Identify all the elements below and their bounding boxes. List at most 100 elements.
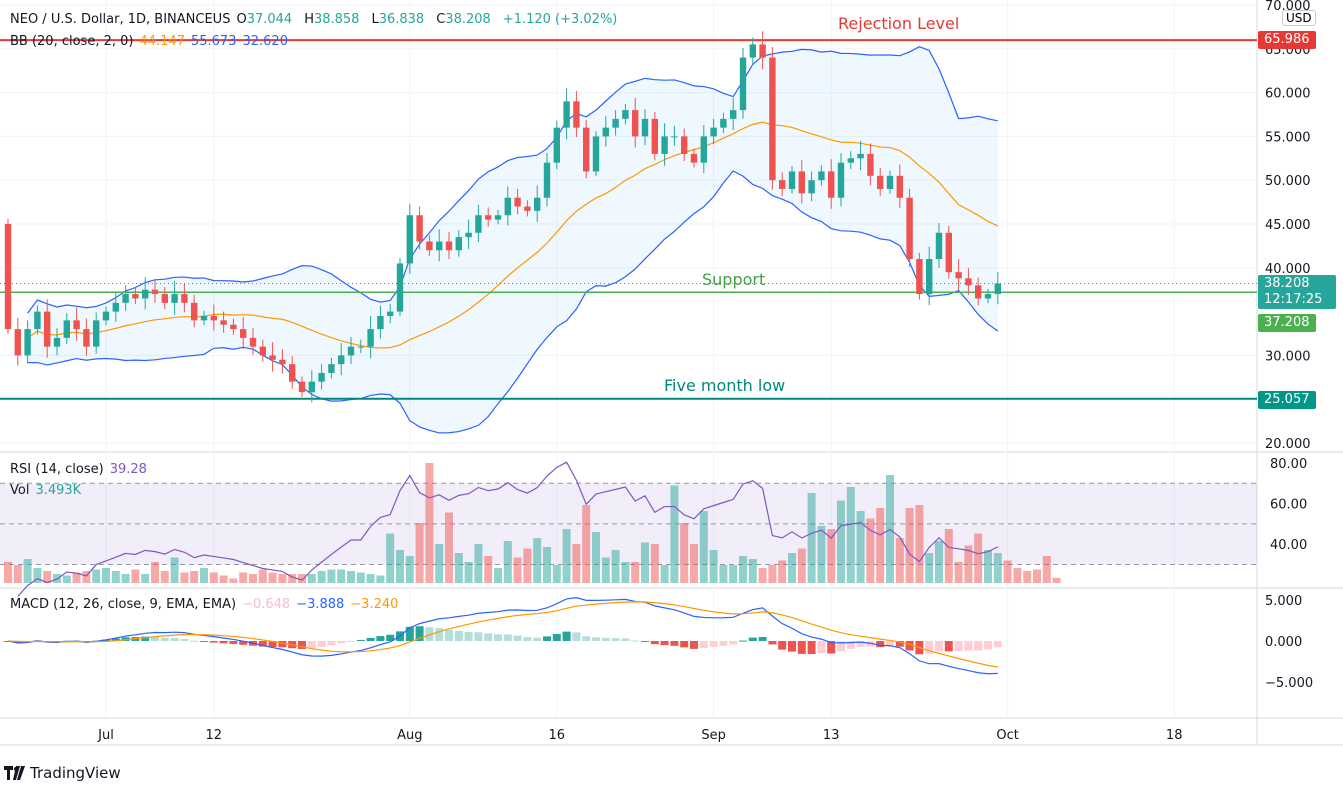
- macd-histogram-bar: [729, 641, 738, 645]
- candle-body: [749, 44, 756, 58]
- volume-bar: [562, 529, 571, 583]
- macd-histogram-bar: [523, 637, 532, 641]
- bar-countdown: 12:17:25: [1264, 292, 1323, 307]
- candle-body: [259, 346, 266, 356]
- macd-histogram-bar: [258, 641, 267, 647]
- macd-histogram-bar: [239, 641, 248, 645]
- candle-body: [769, 57, 776, 181]
- macd-histogram-bar: [699, 641, 708, 649]
- candle-body: [151, 289, 159, 295]
- volume-bar: [13, 565, 22, 583]
- x-tick-label: Oct: [996, 728, 1018, 743]
- macd-histogram-bar: [768, 641, 777, 645]
- macd-histogram-bar: [376, 636, 385, 641]
- volume-bar: [699, 511, 708, 583]
- macd-histogram-bar: [670, 641, 679, 646]
- currency-button[interactable]: USD: [1282, 10, 1316, 26]
- macd-histogram-bar: [788, 641, 796, 652]
- volume-bar: [709, 550, 718, 583]
- macd-histogram-bar: [562, 631, 571, 641]
- rsi-line: [17, 461, 999, 597]
- volume-bar: [219, 575, 228, 583]
- macd-histogram-bar: [209, 641, 218, 643]
- change-value: +1.120 (+3.02%): [502, 12, 618, 27]
- tradingview-logo[interactable]: TradingView: [4, 764, 121, 782]
- volume-bar: [1033, 569, 1041, 583]
- candle-body: [34, 311, 41, 330]
- macd-histogram-bar: [905, 641, 914, 651]
- candle-body: [720, 118, 727, 128]
- macd-histogram-bar: [513, 635, 522, 641]
- volume-bar: [454, 553, 463, 583]
- volume-bar: [4, 562, 12, 583]
- volume-bar: [33, 568, 42, 583]
- macd-histogram-bar: [464, 632, 473, 641]
- candle-body: [700, 136, 707, 163]
- macd-histogram-bar: [268, 641, 277, 648]
- volume-bar: [905, 508, 914, 583]
- volume-bar: [160, 571, 169, 583]
- candle-body: [994, 283, 1001, 295]
- high-label: H: [304, 12, 314, 27]
- macd-histogram-bar: [533, 637, 542, 641]
- macd-histogram-bar: [219, 641, 228, 644]
- candle-body: [328, 364, 335, 373]
- candle-body: [73, 320, 80, 330]
- current-price: 38.208: [1264, 276, 1310, 291]
- candle-body: [926, 259, 933, 295]
- volume-bar: [356, 572, 365, 583]
- macd-histogram-bar: [151, 636, 159, 641]
- macd-histogram-bar: [856, 641, 865, 647]
- macd-histogram-bar: [601, 637, 610, 641]
- macd-histogram-bar: [435, 628, 444, 641]
- macd-histogram-bar: [719, 641, 728, 646]
- support-price-tag: 37.208: [1258, 314, 1316, 332]
- macd-histogram-bar: [170, 638, 179, 641]
- candle-body: [612, 118, 619, 128]
- candle-body: [573, 101, 580, 128]
- macd-histogram-bar: [121, 637, 130, 641]
- candle-body: [426, 241, 433, 251]
- candle-body: [44, 311, 51, 347]
- volume-bar: [866, 518, 875, 583]
- macd-histogram-bar: [690, 641, 698, 649]
- y-tick-label: 50.000: [1265, 174, 1311, 189]
- macd-histogram-bar: [347, 641, 355, 642]
- brand-name: TradingView: [30, 764, 121, 782]
- candle-body: [102, 311, 110, 321]
- candle-body: [779, 180, 786, 189]
- vol-value: 3.493K: [35, 483, 82, 498]
- volume-bar: [190, 571, 199, 583]
- volume-bar: [494, 568, 502, 583]
- candle-body: [681, 136, 688, 154]
- volume-bar: [533, 538, 542, 583]
- volume-bar: [72, 572, 81, 583]
- macd-histogram-bar: [974, 641, 983, 651]
- volume-bar: [405, 556, 414, 583]
- candle-body: [788, 171, 796, 189]
- macd-histogram-bar: [317, 641, 326, 647]
- macd-label: MACD (12, 26, close, 9, EMA, EMA): [10, 597, 237, 612]
- y-tick-label: 30.000: [1265, 349, 1311, 364]
- volume-bar: [592, 532, 600, 583]
- macd-histogram-bar: [111, 638, 120, 641]
- macd-histogram-bar: [298, 641, 306, 649]
- bb-upper-line: [27, 46, 998, 314]
- macd-histogram-bar: [572, 632, 581, 641]
- rsi-band: [0, 483, 1257, 565]
- candle-body: [935, 232, 943, 260]
- x-tick-label: 18: [1166, 728, 1183, 743]
- macd-histogram-bar: [141, 636, 150, 641]
- low-label: L: [371, 12, 379, 27]
- macd-histogram-bar: [405, 626, 414, 641]
- volume-bar: [797, 548, 806, 583]
- volume-bar: [425, 463, 434, 583]
- close-value: 38.208: [445, 12, 491, 27]
- candle-body: [896, 175, 903, 198]
- macd-histogram-bar: [778, 641, 787, 650]
- candle-body: [416, 215, 423, 242]
- volume-bar: [503, 541, 512, 583]
- candle-body: [455, 237, 462, 251]
- volume-bar: [739, 556, 747, 583]
